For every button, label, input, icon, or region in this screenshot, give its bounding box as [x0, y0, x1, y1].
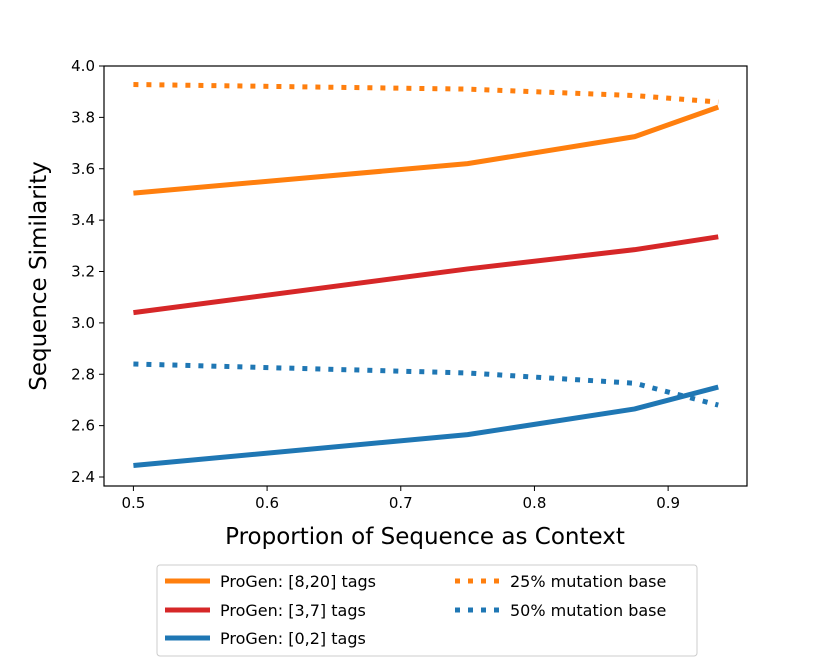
legend-label: ProGen: [0,2] tags — [220, 629, 366, 648]
x-tick-label: 0.5 — [121, 494, 145, 512]
legend-label: ProGen: [3,7] tags — [220, 601, 366, 620]
legend-label: ProGen: [8,20] tags — [220, 572, 376, 591]
series-line-2 — [133, 384, 719, 468]
x-tick-label: 0.6 — [255, 494, 279, 512]
series-line-3 — [133, 81, 719, 105]
legend-label: 50% mutation base — [510, 601, 666, 620]
x-axis-label: Proportion of Sequence as Context — [225, 524, 625, 550]
y-tick-label: 4.0 — [71, 57, 95, 75]
y-axis-label: Sequence Similarity — [26, 161, 52, 391]
plot-frame — [103, 65, 748, 487]
legend-label: 25% mutation base — [510, 572, 666, 591]
y-tick-label: 2.4 — [71, 468, 95, 486]
series-line-1 — [133, 234, 719, 316]
x-tick-label: 0.7 — [389, 494, 413, 512]
x-tick-label: 0.8 — [523, 494, 547, 512]
y-tick-label: 2.8 — [71, 365, 95, 383]
y-tick-label: 3.8 — [71, 108, 95, 126]
y-tick-label: 3.6 — [71, 160, 95, 178]
series-line-4 — [133, 361, 719, 408]
y-tick-label: 3.0 — [71, 314, 95, 332]
series-line-0 — [133, 104, 720, 196]
y-tick-label: 3.2 — [71, 263, 95, 281]
y-tick-label: 3.4 — [71, 211, 95, 229]
x-tick-label: 0.9 — [656, 494, 680, 512]
legend: ProGen: [8,20] tags ProGen: [3,7] tags Pro… — [156, 564, 698, 657]
y-tick-label: 2.6 — [71, 417, 95, 435]
